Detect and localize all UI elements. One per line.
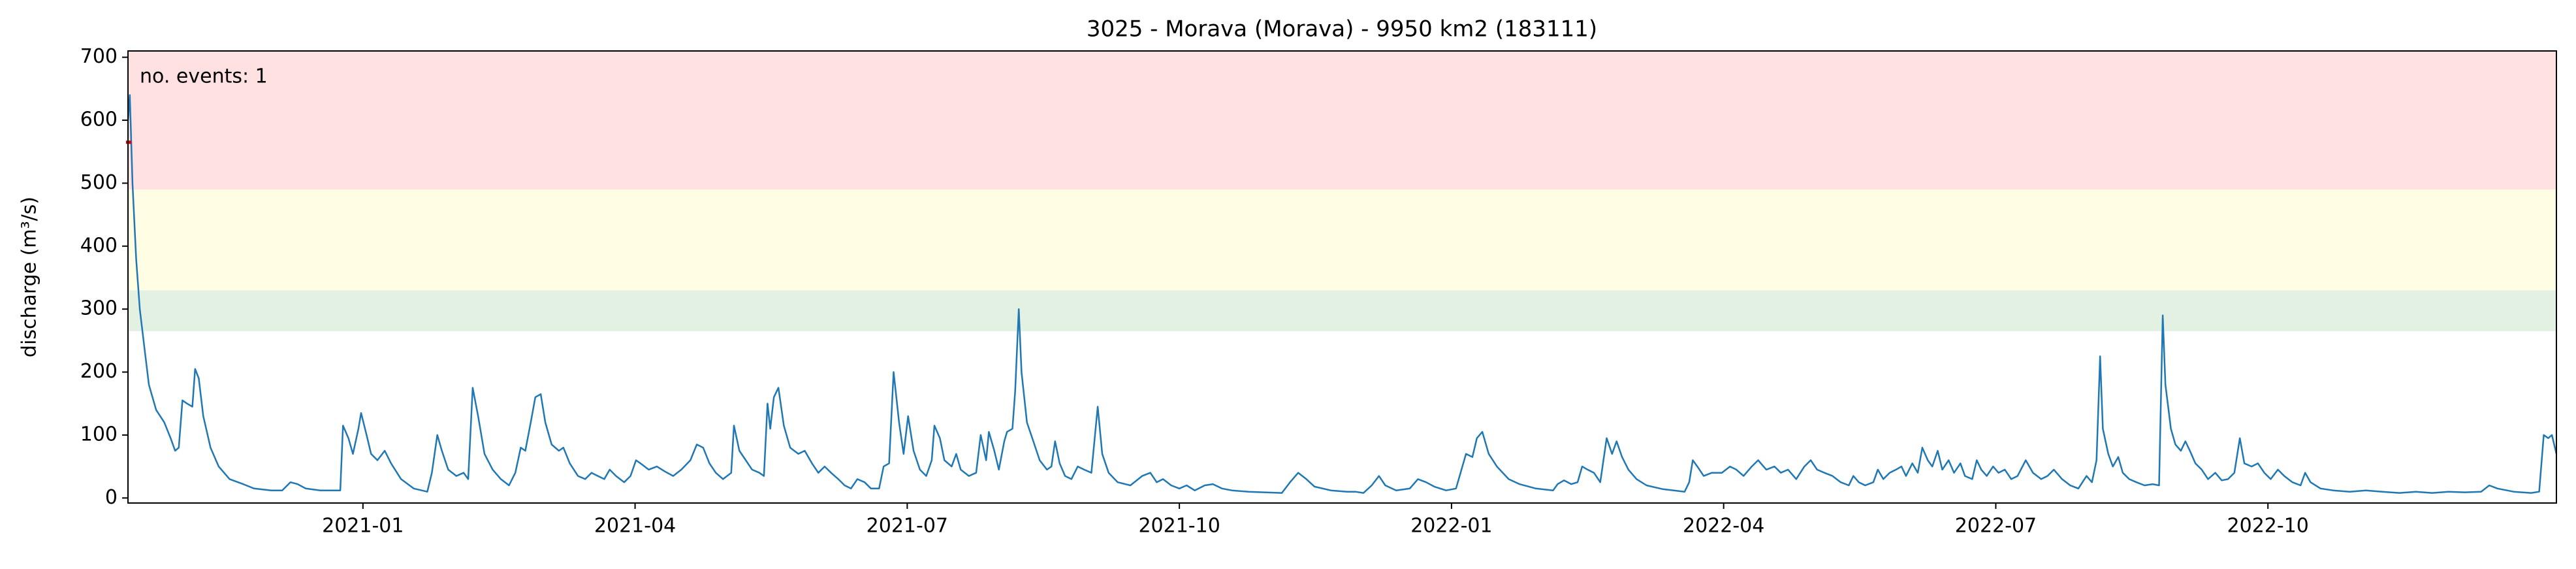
x-tick-label: 2022-07 [1955,515,2037,538]
x-tick-label: 2022-10 [2227,515,2309,538]
plot-frame [127,50,2557,504]
y-tick-label: 300 [80,297,118,320]
y-tick-label: 400 [80,234,118,257]
y-tick-label: 700 [80,45,118,68]
y-tick-label: 100 [80,423,118,446]
y-tick-label: 600 [80,108,118,131]
y-tick-label: 500 [80,171,118,194]
threshold-band [128,290,2556,331]
x-tick-label: 2021-07 [867,515,948,538]
threshold-band [128,189,2556,291]
x-tick-label: 2021-01 [322,515,404,538]
annotation: no. events: 1 [140,65,268,88]
x-tick-label: 2022-01 [1410,515,1492,538]
discharge-line [127,94,2558,494]
chart-title: 3025 - Morava (Morava) - 9950 km2 (18311… [1087,16,1597,42]
x-tick-label: 2021-10 [1138,515,1220,538]
y-axis-label: discharge (m³/s) [18,197,41,357]
y-tick-label: 200 [80,360,118,383]
threshold-band [128,51,2556,190]
x-tick-label: 2022-04 [1683,515,1764,538]
x-tick-label: 2021-04 [594,515,676,538]
y-tick-label: 0 [105,486,118,509]
